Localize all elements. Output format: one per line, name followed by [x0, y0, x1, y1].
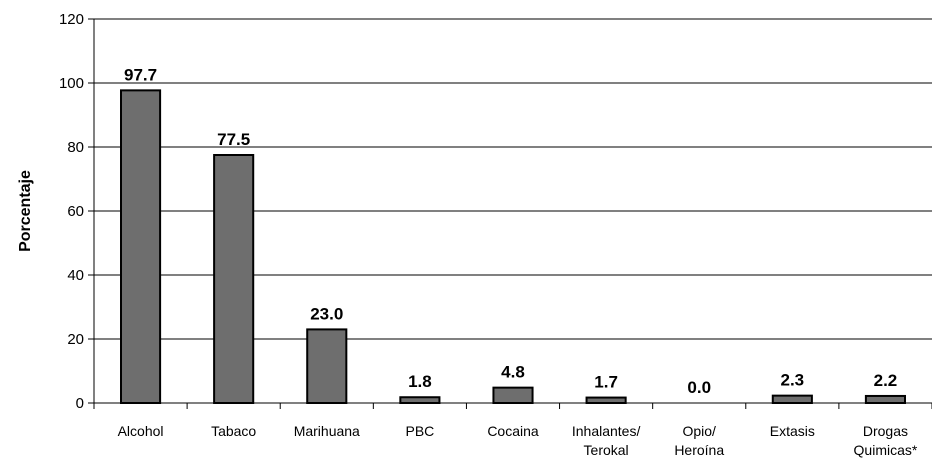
y-axis-label: Porcentaje: [17, 170, 34, 252]
data-label: 2.2: [874, 371, 898, 390]
y-tick-label: 80: [67, 139, 84, 156]
x-category-label: Inhalantes/: [572, 423, 641, 439]
x-category-label: Marihuana: [294, 423, 360, 439]
y-tick-label: 120: [59, 11, 84, 28]
data-label: 0.0: [687, 378, 711, 397]
data-label: 1.8: [408, 372, 432, 391]
data-label: 2.3: [781, 371, 805, 390]
bar: [771, 394, 813, 405]
x-category-label: Opio/: [682, 423, 716, 439]
y-tick-label: 60: [67, 203, 84, 220]
y-tick-label: 100: [59, 75, 84, 92]
x-category-label: Quimicas*: [854, 442, 918, 458]
bar: [306, 328, 348, 404]
bar: [399, 396, 441, 404]
x-category-label: Terokal: [584, 442, 629, 458]
bar: [213, 154, 255, 404]
x-category-label: PBC: [405, 423, 434, 439]
x-category-label: Heroína: [674, 442, 724, 458]
y-tick-label: 40: [67, 267, 84, 284]
data-label: 97.7: [124, 65, 157, 84]
bar: [492, 386, 534, 405]
y-tick-label: 0: [76, 395, 84, 412]
x-category-label: Tabaco: [211, 423, 256, 439]
data-label: 4.8: [501, 363, 525, 382]
x-category-label: Drogas: [863, 423, 908, 439]
x-category-label: Extasis: [770, 423, 815, 439]
bar: [585, 396, 627, 404]
bar: [120, 89, 162, 405]
data-label: 23.0: [310, 304, 343, 323]
x-category-label: Alcohol: [118, 423, 164, 439]
bar: [864, 394, 906, 404]
x-category-label: Cocaina: [487, 423, 539, 439]
y-tick-label: 20: [67, 331, 84, 348]
data-label: 77.5: [217, 130, 250, 149]
data-label: 1.7: [594, 373, 618, 392]
